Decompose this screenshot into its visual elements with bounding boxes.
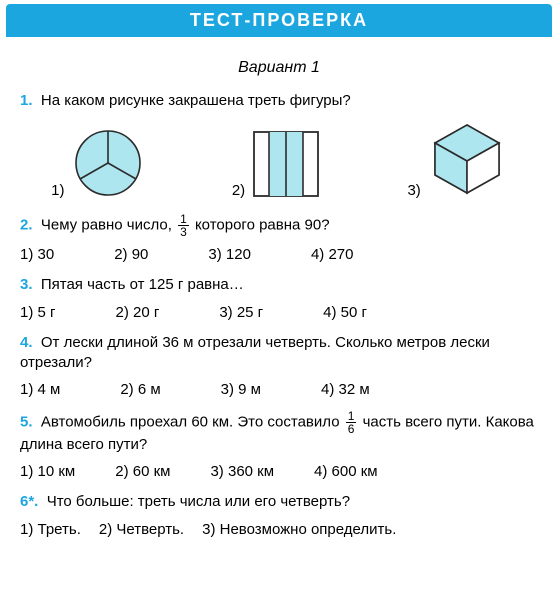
q5-opt-1: 1) 10 км	[20, 463, 75, 480]
q3-text: Пятая часть от 125 г равна…	[41, 276, 244, 293]
cube-icon	[427, 119, 507, 199]
q3-opt-4: 4) 50 г	[323, 304, 367, 321]
q6-text: Что больше: треть числа или его четверть…	[47, 493, 350, 510]
q6-opt-2: 2) Четверть.	[99, 521, 184, 538]
q2-options: 1) 30 2) 90 3) 120 4) 270	[20, 246, 538, 263]
q3-options: 1) 5 г 2) 20 г 3) 25 г 4) 50 г	[20, 304, 538, 321]
question-6: 6*. Что больше: треть числа или его четв…	[20, 492, 538, 512]
q4-options: 1) 4 м 2) 6 м 3) 9 м 4) 32 м	[20, 381, 538, 398]
q1-option-1: 1)	[51, 127, 145, 199]
q3-number: 3.	[20, 276, 33, 293]
q2-opt-4: 4) 270	[311, 246, 354, 263]
q1-number: 1.	[20, 92, 33, 109]
content-area: Вариант 1 1. На каком рисунке закрашена …	[0, 37, 558, 560]
question-5: 5. Автомобиль проехал 60 км. Это состави…	[20, 410, 538, 455]
header-title: ТЕСТ-ПРОВЕРКА	[190, 10, 368, 30]
q1-opt3-label: 3)	[407, 182, 420, 199]
q1-shapes: 1) 2) 3)	[20, 119, 538, 199]
q5-opt-2: 2) 60 км	[115, 463, 170, 480]
q4-opt-4: 4) 32 м	[321, 381, 370, 398]
q1-opt1-label: 1)	[51, 182, 64, 199]
q4-opt-2: 2) 6 м	[120, 381, 160, 398]
q2-text-b: которого равна 90?	[195, 217, 330, 234]
q2-opt-2: 2) 90	[114, 246, 148, 263]
q5-opt-3: 3) 360 км	[210, 463, 274, 480]
q3-opt-3: 3) 25 г	[219, 304, 263, 321]
q5-opt-4: 4) 600 км	[314, 463, 378, 480]
q2-opt-1: 1) 30	[20, 246, 54, 263]
q2-opt-3: 3) 120	[208, 246, 251, 263]
q2-frac-den: 3	[178, 226, 189, 238]
question-3: 3. Пятая часть от 125 г равна…	[20, 275, 538, 295]
q6-opt-3: 3) Невозможно определить.	[202, 521, 396, 538]
q1-text: На каком рисунке закрашена треть фигуры?	[41, 92, 351, 109]
q5-number: 5.	[20, 413, 33, 430]
square-icon	[251, 129, 321, 199]
q3-opt-1: 1) 5 г	[20, 304, 56, 321]
q2-fraction: 1 3	[178, 213, 189, 238]
q5-frac-den: 6	[346, 423, 357, 435]
variant-label: Вариант 1	[20, 59, 538, 77]
q1-option-3: 3)	[407, 119, 506, 199]
q2-number: 2.	[20, 217, 33, 234]
q3-opt-2: 2) 20 г	[116, 304, 160, 321]
q6-options: 1) Треть. 2) Четверть. 3) Невозможно опр…	[20, 521, 538, 538]
q4-opt-1: 1) 4 м	[20, 381, 60, 398]
question-4: 4. От лески длиной 36 м отрезали четверт…	[20, 333, 538, 374]
q4-number: 4.	[20, 334, 33, 351]
question-1: 1. На каком рисунке закрашена треть фигу…	[20, 91, 538, 111]
q6-opt-1: 1) Треть.	[20, 521, 81, 538]
q2-text-a: Чему равно число,	[41, 217, 172, 234]
page-header: ТЕСТ-ПРОВЕРКА	[6, 4, 552, 37]
q4-text: От лески длиной 36 м отрезали четверть. …	[20, 334, 490, 371]
q1-option-2: 2)	[232, 129, 321, 199]
q4-opt-3: 3) 9 м	[221, 381, 261, 398]
q6-number: 6*.	[20, 493, 38, 510]
q1-opt2-label: 2)	[232, 182, 245, 199]
question-2: 2. Чему равно число, 1 3 которого равна …	[20, 213, 538, 238]
q5-fraction: 1 6	[346, 410, 357, 435]
q5-text-a: Автомобиль проехал 60 км. Это составило	[41, 413, 340, 430]
q5-options: 1) 10 км 2) 60 км 3) 360 км 4) 600 км	[20, 463, 538, 480]
circle-icon	[71, 127, 146, 199]
